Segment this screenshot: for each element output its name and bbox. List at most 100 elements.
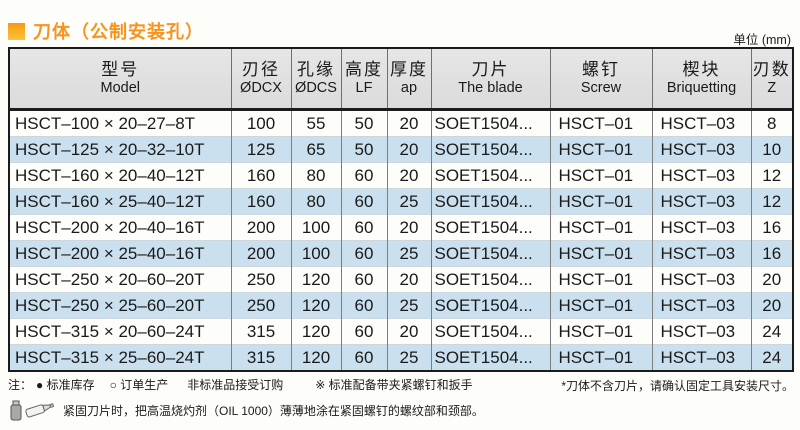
cell-dcx: 100: [230, 109, 291, 136]
cell-lf: 60: [340, 317, 387, 344]
cell-blade: SOET1504...: [430, 161, 550, 188]
cell-ap: 25: [386, 239, 431, 266]
table-row: HSCT–100 × 20–27–8T 100 55 50 20 SOET1504... H…: [9, 109, 793, 136]
cell-screw: HSCT–01: [549, 135, 652, 162]
page-title: 刀体（公制安装孔）: [33, 22, 204, 42]
cell-wedge: HSCT–03: [651, 265, 751, 292]
table-row: HSCT–250 × 20–60–20T 250 120 60 20 SOET1504..…: [9, 265, 793, 292]
cell-ap: 20: [386, 213, 431, 240]
cell-blade: SOET1504...: [430, 187, 550, 214]
cell-ap: 20: [386, 135, 431, 162]
col-header-en: ap: [400, 80, 418, 97]
cell-screw: HSCT–01: [549, 161, 652, 188]
cell-lf: 60: [340, 161, 387, 188]
cell-lf: 60: [340, 343, 387, 371]
table-row: HSCT–160 × 25–40–12T 160 80 60 25 SOET1504...…: [9, 187, 793, 214]
cell-lf: 60: [340, 213, 387, 240]
cell-lf: 60: [340, 291, 387, 318]
cell-blade: SOET1504...: [430, 343, 550, 371]
cell-dcx: 200: [230, 213, 291, 240]
cell-wedge: HSCT–03: [651, 239, 751, 266]
cell-blade: SOET1504...: [430, 239, 550, 266]
unit-label: 单位 (mm): [733, 33, 791, 47]
col-header-zh: 型号: [101, 60, 140, 80]
cell-lf: 50: [340, 109, 387, 136]
title-bullet-icon: [8, 22, 25, 40]
cell-model: HSCT–315 × 20–60–24T: [9, 317, 231, 344]
col-header-screw: 螺钉 Screw: [549, 48, 652, 111]
cell-dcs: 80: [290, 161, 341, 188]
cell-ap: 20: [386, 317, 431, 344]
cell-z: 16: [750, 213, 793, 240]
note-prefix: 注：: [8, 378, 33, 392]
cell-dcx: 315: [230, 343, 291, 371]
cell-ap: 25: [386, 343, 431, 371]
cell-model: HSCT–160 × 20–40–12T: [9, 161, 231, 188]
cell-model: HSCT–200 × 25–40–16T: [9, 239, 231, 266]
cell-dcs: 80: [290, 187, 341, 214]
col-header-zh: 刃径: [242, 60, 280, 80]
cell-z: 12: [750, 161, 793, 188]
col-header-en: Z: [767, 80, 777, 97]
cell-lf: 60: [340, 265, 387, 292]
cell-ap: 20: [386, 161, 431, 188]
col-header-ap: 厚度 ap: [386, 48, 431, 111]
cell-blade: SOET1504...: [430, 213, 550, 240]
cell-model: HSCT–200 × 20–40–16T: [9, 213, 231, 240]
note-oil-text: 紧固刀片时，把高温烧灼剂（OIL 1000）薄薄地涂在紧固螺钉的螺纹部和颈部。: [63, 403, 484, 418]
table-row: HSCT–200 × 20–40–16T 200 100 60 20 SOET1504..…: [9, 213, 793, 240]
table-row: HSCT–315 × 25–60–24T 315 120 60 25 SOET1504..…: [9, 343, 793, 371]
col-header-blade: 刀片 The blade: [430, 48, 550, 111]
col-header-z: 刃数 Z: [750, 48, 793, 111]
cell-dcs: 120: [290, 265, 341, 292]
note-legend-line: 注： ● 标准库存 ○ 订单生产 非标准品接受订购 ※ 标准配备带夹紧螺钉和扳手 *刀体…: [8, 377, 794, 394]
col-header-dcx: 刃径 ØDCX: [230, 48, 291, 111]
cell-model: HSCT–250 × 25–60–20T: [9, 291, 231, 318]
col-header-en: Briquetting: [666, 80, 737, 97]
cell-wedge: HSCT–03: [651, 291, 751, 318]
col-header-en: The blade: [458, 80, 523, 97]
footnotes: 注： ● 标准库存 ○ 订单生产 非标准品接受订购 ※ 标准配备带夹紧螺钉和扳手 *刀体…: [8, 377, 794, 422]
table-row: HSCT–200 × 25–40–16T 200 100 60 25 SOET1504..…: [9, 239, 793, 266]
cell-dcx: 200: [230, 239, 291, 266]
cell-screw: HSCT–01: [549, 109, 652, 136]
col-header-zh: 高度: [345, 60, 383, 80]
cell-lf: 60: [340, 187, 387, 214]
col-header-zh: 刀片: [471, 60, 510, 80]
tool-body-spec-table: 型号 Model 刃径 ØDCX 孔缘 ØDCS 高度 LF 厚度 ap 刀片 The blade 螺钉…: [8, 47, 794, 372]
cell-dcs: 65: [290, 135, 341, 162]
table-body: HSCT–100 × 20–27–8T 100 55 50 20 SOET1504... H…: [9, 109, 793, 371]
cell-model: HSCT–315 × 25–60–24T: [9, 343, 231, 371]
col-header-dcs: 孔缘 ØDCS: [290, 48, 341, 111]
cell-wedge: HSCT–03: [651, 343, 751, 371]
cell-z: 12: [750, 187, 793, 214]
col-header-en: Model: [100, 80, 141, 97]
cell-screw: HSCT–01: [549, 291, 652, 318]
table-row: HSCT–315 × 20–60–24T 315 120 60 20 SOET1504..…: [9, 317, 793, 344]
cell-dcs: 100: [290, 213, 341, 240]
cell-ap: 25: [386, 187, 431, 214]
cell-model: HSCT–250 × 20–60–20T: [9, 265, 231, 292]
cell-screw: HSCT–01: [549, 317, 652, 344]
cell-screw: HSCT–01: [549, 343, 652, 371]
cell-blade: SOET1504...: [430, 291, 550, 318]
col-header-zh: 刃数: [752, 60, 791, 80]
col-header-en: ØDCX: [240, 80, 282, 97]
col-header-zh: 螺钉: [582, 60, 620, 80]
cell-ap: 25: [386, 291, 431, 318]
cell-ap: 20: [386, 109, 431, 136]
cell-model: HSCT–100 × 20–27–8T: [15, 113, 196, 133]
cell-z: 24: [750, 317, 793, 344]
col-header-model: 型号 Model: [9, 48, 231, 111]
col-header-zh: 厚度: [390, 60, 428, 80]
col-header-zh: 孔缘: [297, 60, 335, 80]
col-header-en: ØDCS: [295, 80, 337, 97]
table-row: HSCT–160 × 20–40–12T 160 80 60 20 SOET1504...…: [9, 161, 793, 188]
legend-nonstandard: 非标准品接受订购: [187, 378, 284, 392]
cell-dcs: 120: [290, 317, 341, 344]
cell-model: HSCT–125 × 20–32–10T: [9, 135, 231, 162]
cell-wedge: HSCT–03: [651, 135, 751, 162]
legend-standard-stock: ● 标准库存: [36, 378, 95, 392]
cell-dcx: 315: [230, 317, 291, 344]
